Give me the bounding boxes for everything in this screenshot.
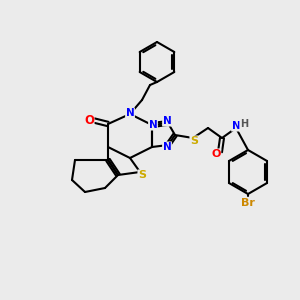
Text: Br: Br — [241, 198, 255, 208]
Text: N: N — [163, 116, 171, 126]
Text: O: O — [84, 113, 94, 127]
Text: N: N — [148, 120, 158, 130]
Text: O: O — [211, 149, 221, 159]
Text: H: H — [240, 119, 248, 129]
Text: N: N — [232, 121, 240, 131]
Text: N: N — [163, 142, 171, 152]
Text: N: N — [126, 108, 134, 118]
Text: S: S — [190, 136, 198, 146]
Text: S: S — [138, 170, 146, 180]
